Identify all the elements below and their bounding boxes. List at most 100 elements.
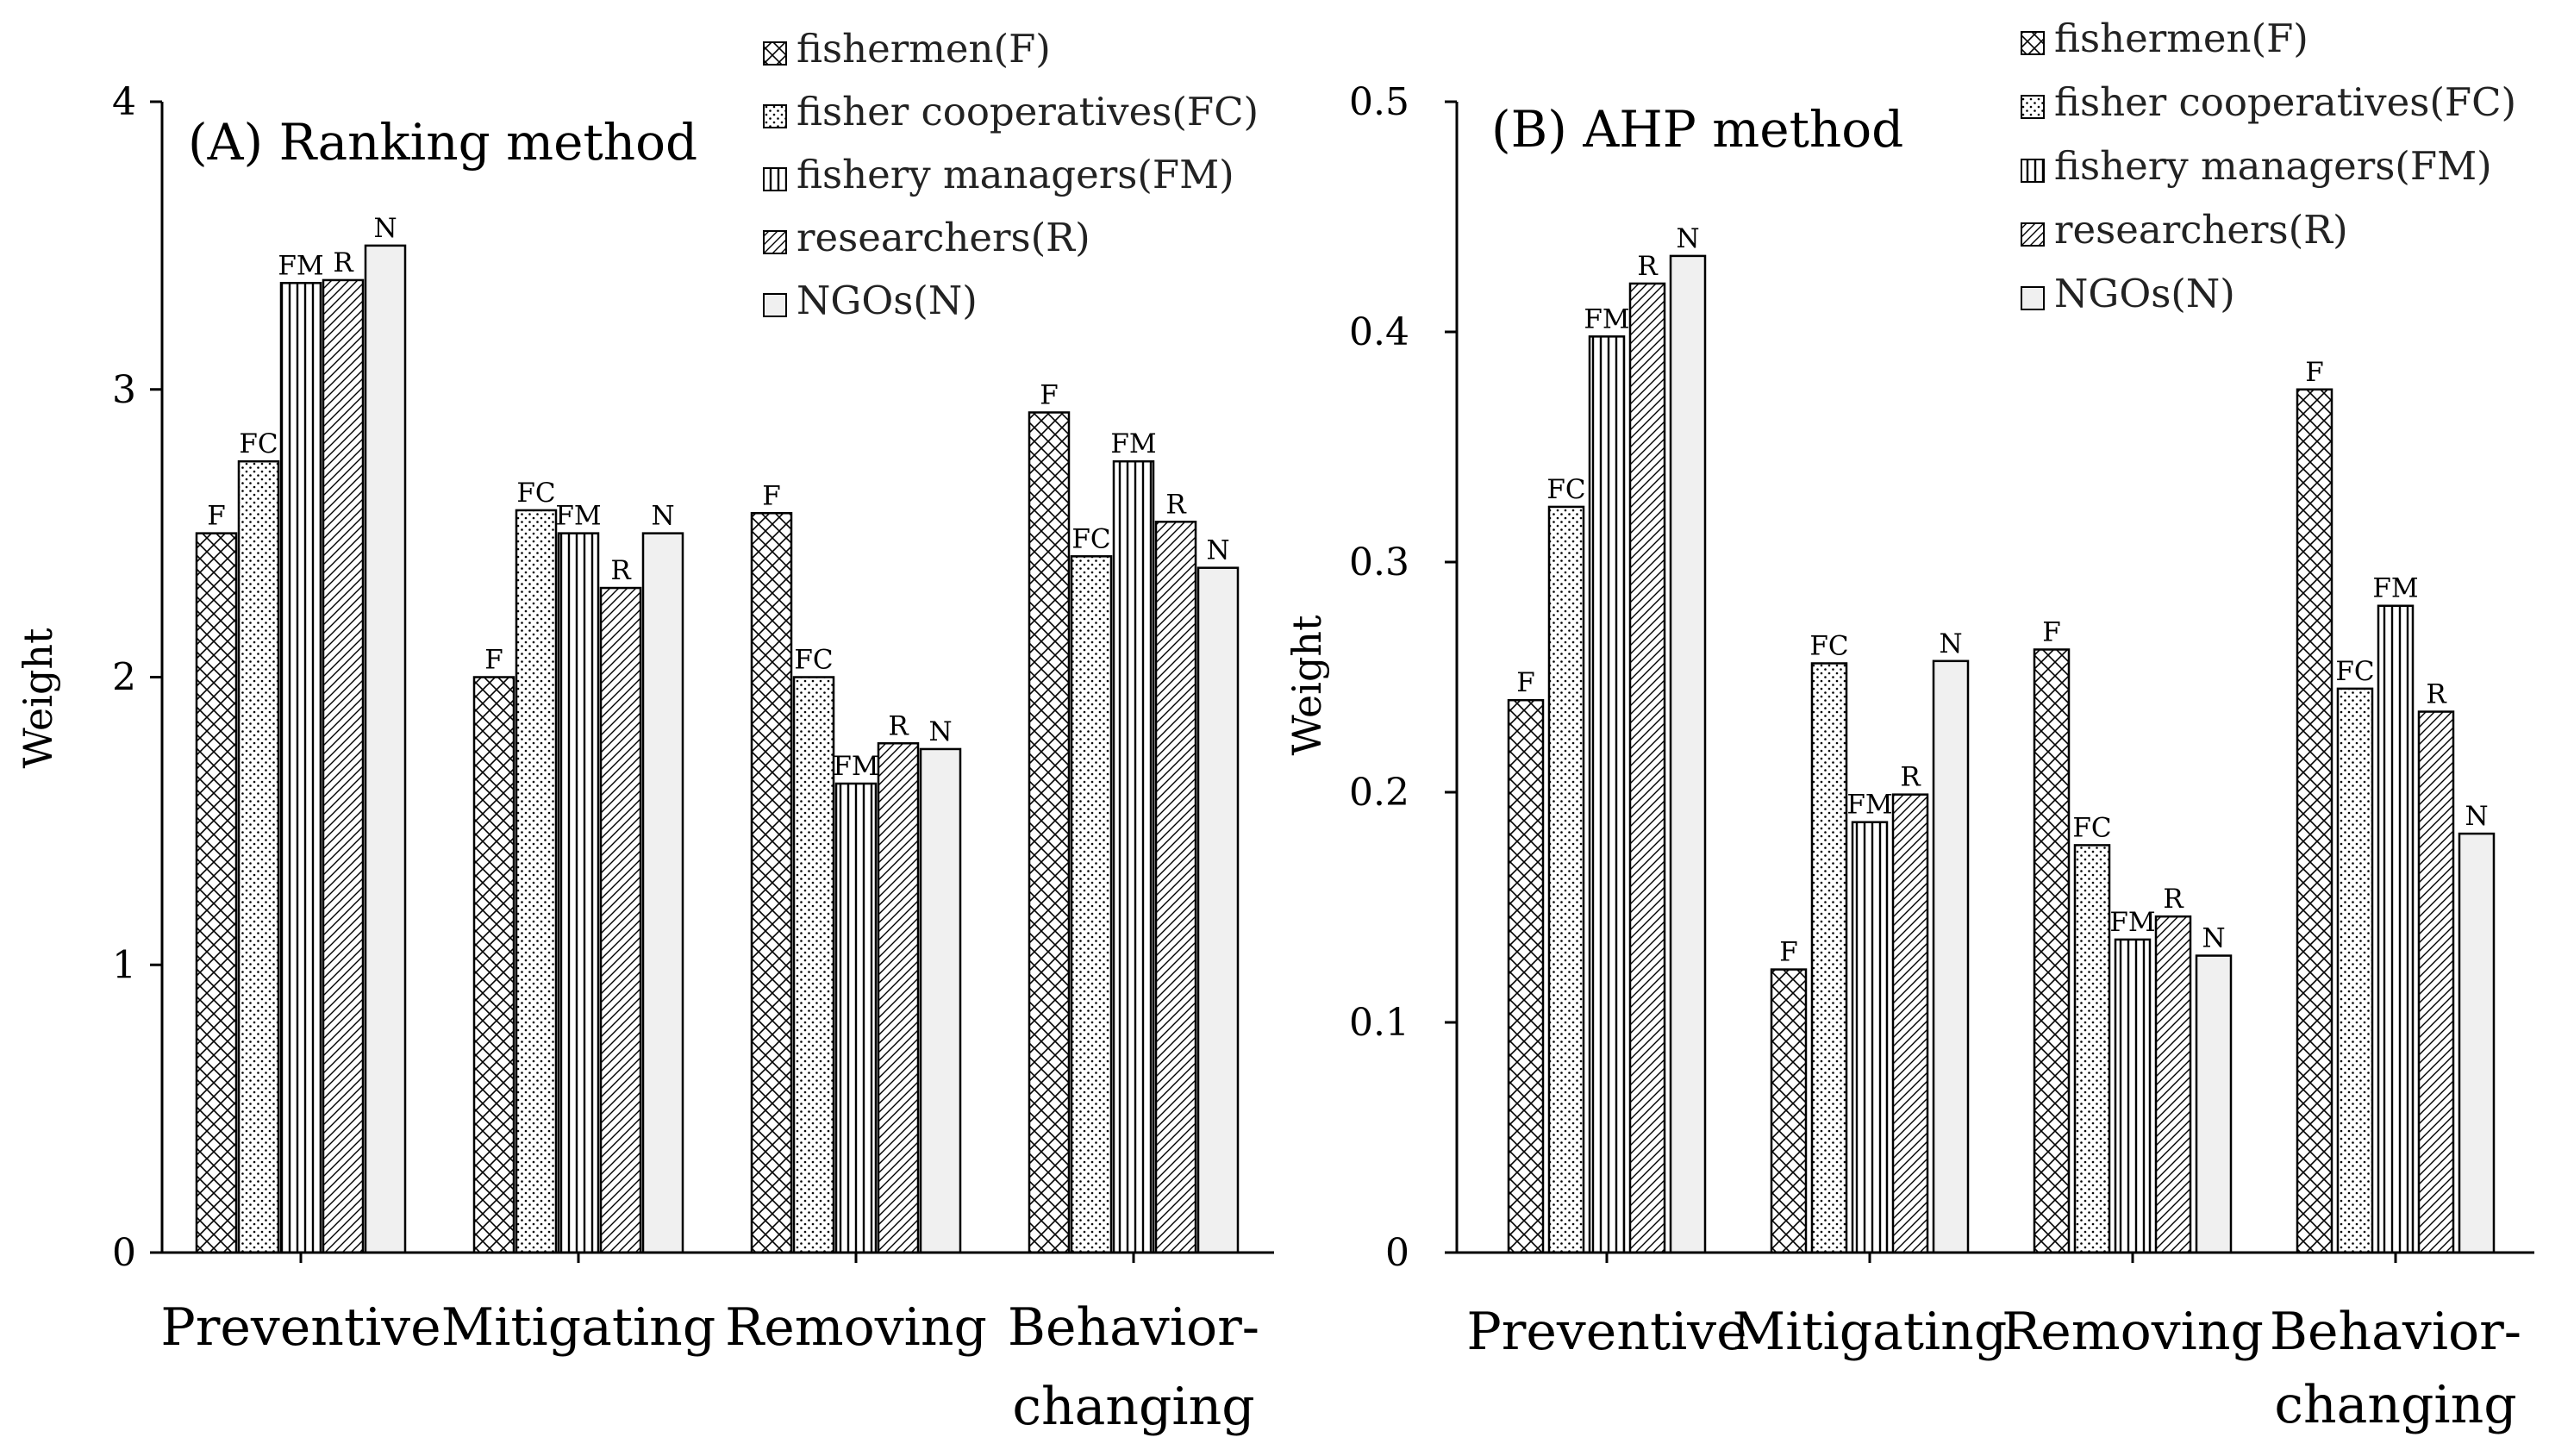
bar-fm-removing — [2114, 938, 2152, 1254]
x-category-label: Preventive — [1466, 1302, 1746, 1362]
panel-title: (A) Ranking method — [188, 113, 697, 172]
y-tick-label: 1 — [112, 943, 136, 987]
bar-n-preventive — [364, 244, 407, 1254]
x-category-label: changing — [1012, 1377, 1254, 1437]
bar-code-label: FC — [2072, 812, 2111, 843]
x-category-label: Preventive — [160, 1297, 440, 1358]
legend-swatch-r — [763, 230, 787, 254]
legend-label-f: fishermen(F) — [2054, 16, 2308, 61]
bar-r-removing — [877, 742, 920, 1254]
bar-fc-preventive — [237, 459, 280, 1254]
bar-fc-behavior-changing — [1070, 555, 1113, 1254]
bar-r-mitigating — [599, 586, 642, 1254]
axes-group: 0 0.1 0.2 0.3 0.4 0.5 PreventiveMitigatingRemo… — [1349, 80, 2534, 1435]
bar-code-label: R — [333, 247, 354, 278]
bar-code-label: FC — [1809, 630, 1848, 661]
bar-code-label: N — [928, 716, 952, 747]
bar-r-removing — [2154, 915, 2192, 1254]
legend-label-fm: fishery managers(FM) — [2054, 143, 2492, 189]
bar-fm-behavior-changing — [2377, 604, 2415, 1254]
bar-code-label: F — [484, 645, 503, 676]
x-category-label: Behavior- — [2270, 1302, 2521, 1362]
bar-fc-removing — [2073, 844, 2111, 1254]
bar-r-mitigating — [1891, 793, 1929, 1254]
x-category-label: Behavior- — [1008, 1297, 1259, 1358]
bar-n-preventive — [1669, 254, 1707, 1254]
y-axis-label: Weight — [15, 628, 61, 769]
bar-r-behavior-changing — [2417, 710, 2455, 1254]
bar-code-label: N — [1206, 535, 1229, 566]
bar-f-removing — [750, 512, 793, 1254]
bar-code-label: R — [2426, 679, 2447, 710]
panel-ranking-method: (A) Ranking method Weight FFFFFCFCFCFCFM… — [15, 26, 1274, 1437]
bar-code-label: FC — [2335, 656, 2374, 687]
bar-code-label: FM — [2109, 907, 2155, 938]
bar-code-label: R — [610, 555, 632, 586]
bar-r-behavior-changing — [1154, 521, 1197, 1254]
bar-code-label: F — [2305, 357, 2324, 388]
bar-fm-preventive — [1588, 335, 1626, 1254]
bar-code-label: FM — [1846, 790, 1892, 821]
bar-fm-mitigating — [1851, 821, 1889, 1254]
bar-f-preventive — [1507, 698, 1545, 1254]
y-tick-label: 0.4 — [1349, 310, 1409, 354]
x-category-label: Removing — [2002, 1302, 2264, 1362]
y-tick-label: 2 — [112, 656, 136, 700]
legend-swatch-f — [763, 41, 787, 66]
bar-code-label: N — [1939, 628, 1962, 659]
legend-label-fm: fishery managers(FM) — [797, 152, 1234, 197]
bar-code-label: R — [1637, 251, 1659, 282]
y-tick-label: 0 — [112, 1231, 136, 1275]
bar-r-preventive — [322, 278, 365, 1254]
y-tick-label: 0.2 — [1349, 771, 1409, 815]
y-tick-label: 0.3 — [1349, 541, 1409, 584]
bar-n-behavior-changing — [1196, 566, 1240, 1254]
legend-label-r: researchers(R) — [2054, 207, 2348, 253]
bar-code-label: N — [1676, 223, 1699, 254]
legend: fishermen(F) fisher cooperatives(FC) fishe… — [763, 26, 1259, 323]
bar-code-label: FM — [2372, 573, 2418, 604]
bar-fc-behavior-changing — [2336, 687, 2374, 1254]
bar-f-mitigating — [472, 676, 515, 1254]
bar-f-preventive — [195, 532, 238, 1254]
bar-f-behavior-changing — [2296, 388, 2333, 1254]
bar-code-label: R — [888, 710, 909, 741]
bar-code-label: FM — [1584, 303, 1629, 334]
x-category-label: Mitigating — [1733, 1302, 2007, 1362]
y-tick-label: 0.1 — [1349, 1001, 1409, 1045]
legend-swatch-fc — [2021, 95, 2045, 119]
bar-n-mitigating — [1932, 659, 1970, 1254]
bar-fc-mitigating — [1810, 662, 1848, 1254]
bar-code-label: FM — [833, 751, 878, 782]
bar-f-mitigating — [1770, 968, 1808, 1254]
y-tick-label: 4 — [112, 80, 136, 124]
bar-fm-preventive — [279, 282, 322, 1254]
legend-swatch-n — [2021, 286, 2045, 310]
legend-swatch-n — [763, 293, 787, 317]
bar-code-label: N — [2202, 923, 2225, 954]
legend: fishermen(F) fisher cooperatives(FC) fishe… — [2021, 16, 2516, 316]
legend-swatch-f — [2021, 31, 2045, 55]
x-category-label: changing — [2274, 1375, 2516, 1435]
bar-code-label: R — [1165, 489, 1187, 520]
legend-swatch-r — [2021, 222, 2045, 247]
bar-code-label: F — [762, 480, 781, 511]
bar-r-preventive — [1628, 282, 1666, 1254]
bar-code-label: FC — [239, 428, 278, 459]
bar-n-removing — [919, 747, 962, 1254]
bar-fc-mitigating — [515, 509, 558, 1254]
bar-n-mitigating — [641, 532, 684, 1254]
bar-code-label: FC — [1071, 523, 1110, 554]
legend-label-r: researchers(R) — [797, 215, 1090, 260]
bar-code-label: R — [1900, 762, 1921, 793]
bar-fm-behavior-changing — [1112, 459, 1155, 1254]
bar-code-label: F — [1040, 379, 1059, 410]
y-tick-label: 0 — [1385, 1231, 1409, 1275]
bar-n-removing — [2195, 954, 2233, 1254]
bar-fm-mitigating — [557, 532, 600, 1254]
bar-fc-preventive — [1547, 505, 1585, 1254]
bar-code-label: FC — [1546, 474, 1585, 505]
